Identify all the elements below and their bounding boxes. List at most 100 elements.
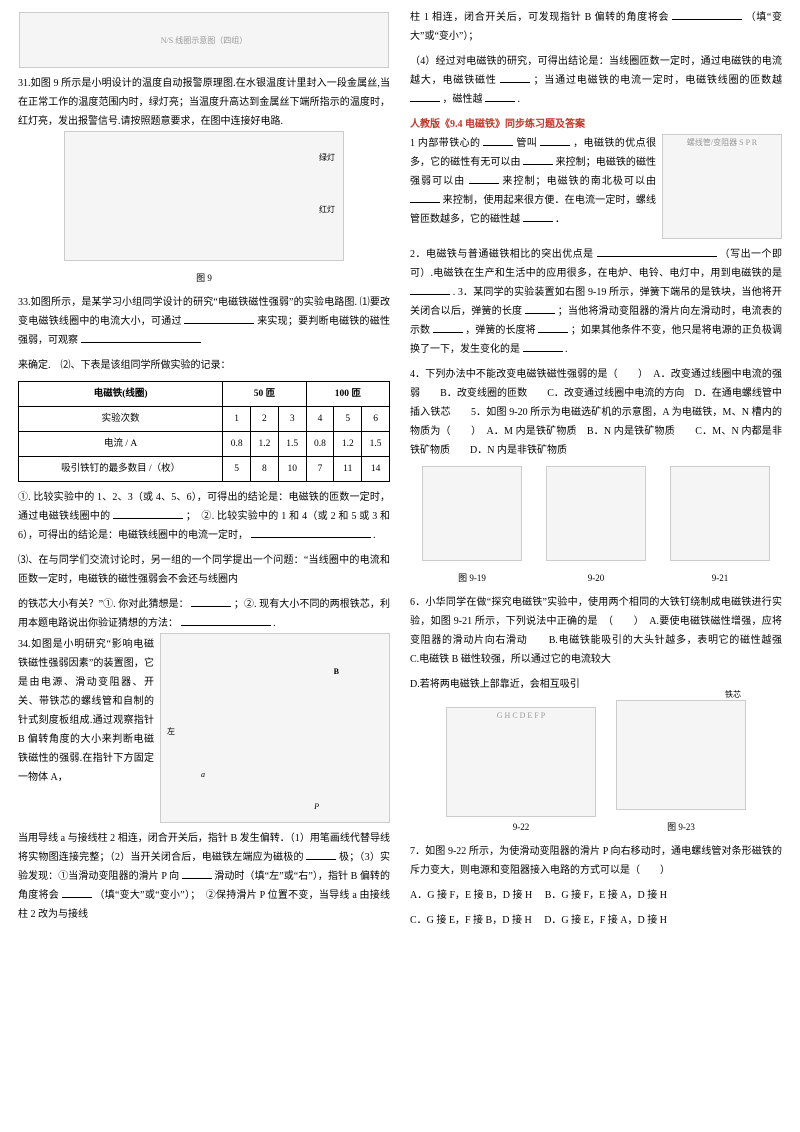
alarm-circuit-icon: 绿灯 红灯 bbox=[64, 131, 344, 261]
blank bbox=[525, 302, 555, 314]
fig19-label: 图 9-19 bbox=[422, 570, 522, 587]
cell: 0.8 bbox=[223, 432, 251, 457]
cont-e: ，磁性越 bbox=[443, 94, 483, 105]
blank bbox=[410, 90, 440, 102]
circuit-9-22-icon: G H C D E F P bbox=[446, 707, 596, 817]
blank bbox=[483, 134, 513, 146]
blank bbox=[500, 71, 530, 83]
cont-a: 柱 1 相连，闭合开关后，可发现指针 B 偏转的角度将会 bbox=[410, 12, 669, 23]
green-light-label: 绿灯 bbox=[319, 150, 335, 165]
q4-q5-text: 4．下列办法中不能改变电磁铁磁性强弱的是（ ） A．改变通过线圈中电流的强弱 B… bbox=[410, 365, 782, 460]
blank bbox=[182, 867, 212, 879]
q33-p1: 33.如图所示，是某学习小组同学设计的研究“电磁铁磁性强弱”的实验电路图. ⑴要… bbox=[18, 293, 390, 350]
experiment-table: 电磁铁(线圈) 50 匝 100 匝 实验次数 1 2 3 4 5 6 电流 /… bbox=[18, 381, 390, 482]
cell: 11 bbox=[334, 457, 362, 482]
red-light-label: 红灯 bbox=[319, 202, 335, 217]
blank bbox=[410, 283, 450, 295]
blank bbox=[523, 153, 553, 165]
th-100: 100 匝 bbox=[306, 382, 389, 407]
figure-row-19-20-21: 图 9-19 9-20 9-21 bbox=[410, 466, 782, 587]
cell: 0.8 bbox=[306, 432, 334, 457]
cell: 1.5 bbox=[278, 432, 306, 457]
q7-opt-a: A．G 接 F，E 接 B，D 接 H bbox=[410, 890, 532, 901]
fig-23-wrap: 铁芯 图 9-23 bbox=[616, 700, 746, 836]
cell: 7 bbox=[306, 457, 334, 482]
q2-a: 2．电磁铁与普通磁铁相比的突出优点是 bbox=[410, 249, 594, 260]
blank bbox=[538, 321, 568, 333]
q34-block: 左 B a P 34.如图是小明研究“影响电磁铁磁性强弱因素”的装置图，它是由电… bbox=[18, 633, 390, 823]
blank bbox=[469, 172, 499, 184]
p-label: P bbox=[314, 799, 319, 814]
cell: 8 bbox=[251, 457, 279, 482]
blank bbox=[62, 886, 92, 898]
blank bbox=[523, 210, 553, 222]
q7-opt-d: D．G 接 E，F 接 A，D 接 H bbox=[544, 915, 667, 926]
q31-figure-wrap: 绿灯 红灯 图 9 bbox=[18, 131, 390, 287]
q33-p5: 的铁芯大小有关？”①. 你对此猜想是： ；②. 现有大小不同的两根铁芯，利用本题… bbox=[18, 595, 390, 633]
q7-opts-row1: A．G 接 F，E 接 B，D 接 H B．G 接 F，E 接 A，D 接 H bbox=[410, 886, 782, 905]
iron-core-label: 铁芯 bbox=[725, 687, 741, 702]
cell: 2 bbox=[251, 407, 279, 432]
blank bbox=[523, 340, 563, 352]
q2-e: ，弹簧的长度将 bbox=[465, 325, 535, 336]
cell: 3 bbox=[278, 407, 306, 432]
cell: 6 bbox=[362, 407, 390, 432]
table-row: 电流 / A 0.8 1.2 1.5 0.8 1.2 1.5 bbox=[19, 432, 390, 457]
cell: 10 bbox=[278, 457, 306, 482]
q7-stem: 7．如图 9-22 所示，为使滑动变阻器的滑片 P 向右移动时，通电螺线管对条形… bbox=[410, 842, 782, 880]
cell: 电流 / A bbox=[19, 432, 223, 457]
blank bbox=[672, 8, 742, 20]
th-50: 50 匝 bbox=[223, 382, 306, 407]
blank bbox=[181, 614, 271, 626]
cell: 实验次数 bbox=[19, 407, 223, 432]
fig-19-wrap: 图 9-19 bbox=[422, 466, 522, 587]
q33-p3: ①. 比较实验中的 1、2、3（或 4、5、6），可得出的结论是：电磁铁的匝数一… bbox=[18, 488, 390, 545]
q2-text: 2．电磁铁与普通磁铁相比的突出优点是 （写出一个即可）.电磁铁在生产和生活中的应… bbox=[410, 245, 782, 359]
q31-text: 31.如图 9 所示是小明设计的温度自动报警原理图.在水银温度计里封入一段金属丝… bbox=[18, 74, 390, 131]
blank bbox=[184, 312, 254, 324]
blank bbox=[191, 595, 231, 607]
q33-p3c: . bbox=[373, 530, 376, 541]
cont-p2: （4）经过对电磁铁的研究，可得出结论是：当线圈匝数一定时，通过电磁铁的电流越大，… bbox=[410, 52, 782, 109]
solenoid-device-icon: 左 B a P bbox=[160, 633, 390, 823]
left-column: N/S 线圈示意图（四组） 31.如图 9 所示是小明设计的温度自动报警原理图.… bbox=[0, 0, 400, 1132]
q33-p5c: . bbox=[273, 618, 276, 629]
b-label: B bbox=[334, 664, 339, 679]
cont-p1: 柱 1 相连，闭合开关后，可发现指针 B 偏转的角度将会 （填“变大”或“变小”… bbox=[410, 8, 782, 46]
a-label: a bbox=[201, 767, 205, 782]
cell: 1.2 bbox=[251, 432, 279, 457]
q1-a: 1 内部带铁心的 bbox=[410, 138, 480, 149]
top-figure-row: N/S 线圈示意图（四组） bbox=[18, 12, 390, 68]
circuit-9-23-icon: 铁芯 bbox=[616, 700, 746, 810]
q2-g: . bbox=[565, 344, 568, 355]
fig-20-wrap: 9-20 bbox=[546, 466, 646, 587]
q7-opt-c: C．G 接 E，F 接 B，D 接 H bbox=[410, 915, 532, 926]
blank bbox=[433, 321, 463, 333]
solenoid-rheostat-icon: 螺线管/变阻器 S P R bbox=[662, 134, 782, 239]
left-label: 左 bbox=[167, 724, 175, 739]
ore-separator-icon bbox=[546, 466, 646, 561]
q6-text: 6．小华同学在做“探究电磁铁”实验中，使用两个相同的大铁钉绕制成电磁铁进行实验，… bbox=[410, 593, 782, 669]
fig-22-wrap: G H C D E F P 9-22 bbox=[446, 706, 596, 836]
table-row: 电磁铁(线圈) 50 匝 100 匝 bbox=[19, 382, 390, 407]
cont-f: . bbox=[518, 94, 521, 105]
q31-figure-label: 图 9 bbox=[18, 270, 390, 287]
q1-b: 管叫 bbox=[516, 138, 537, 149]
q1-e: 来控制；电磁铁的南北极可以由 bbox=[502, 176, 656, 187]
cell: 4 bbox=[306, 407, 334, 432]
fig20-label: 9-20 bbox=[546, 570, 646, 587]
spring-circuit-icon bbox=[422, 466, 522, 561]
blank bbox=[81, 331, 201, 343]
q1-g: ． bbox=[555, 214, 565, 225]
blank bbox=[485, 90, 515, 102]
cell: 吸引铁钉的最多数目 /（枚） bbox=[19, 457, 223, 482]
cell: 14 bbox=[362, 457, 390, 482]
cell: 1.2 bbox=[334, 432, 362, 457]
figure-row-22-23: G H C D E F P 9-22 铁芯 图 9-23 bbox=[410, 700, 782, 836]
section-title: 人教版《9.4 电磁铁》同步练习题及答案 bbox=[410, 115, 782, 134]
q34-p2: 当用导线 a 与接线柱 2 相连，闭合开关后，指针 B 发生偏转．（1）用笔画线… bbox=[18, 829, 390, 924]
fig23-label: 图 9-23 bbox=[616, 819, 746, 836]
cont-d: ；当通过电磁铁的电流一定时，电磁铁线圈的匝数越 bbox=[533, 75, 782, 86]
blank bbox=[306, 848, 336, 860]
blank bbox=[113, 507, 183, 519]
